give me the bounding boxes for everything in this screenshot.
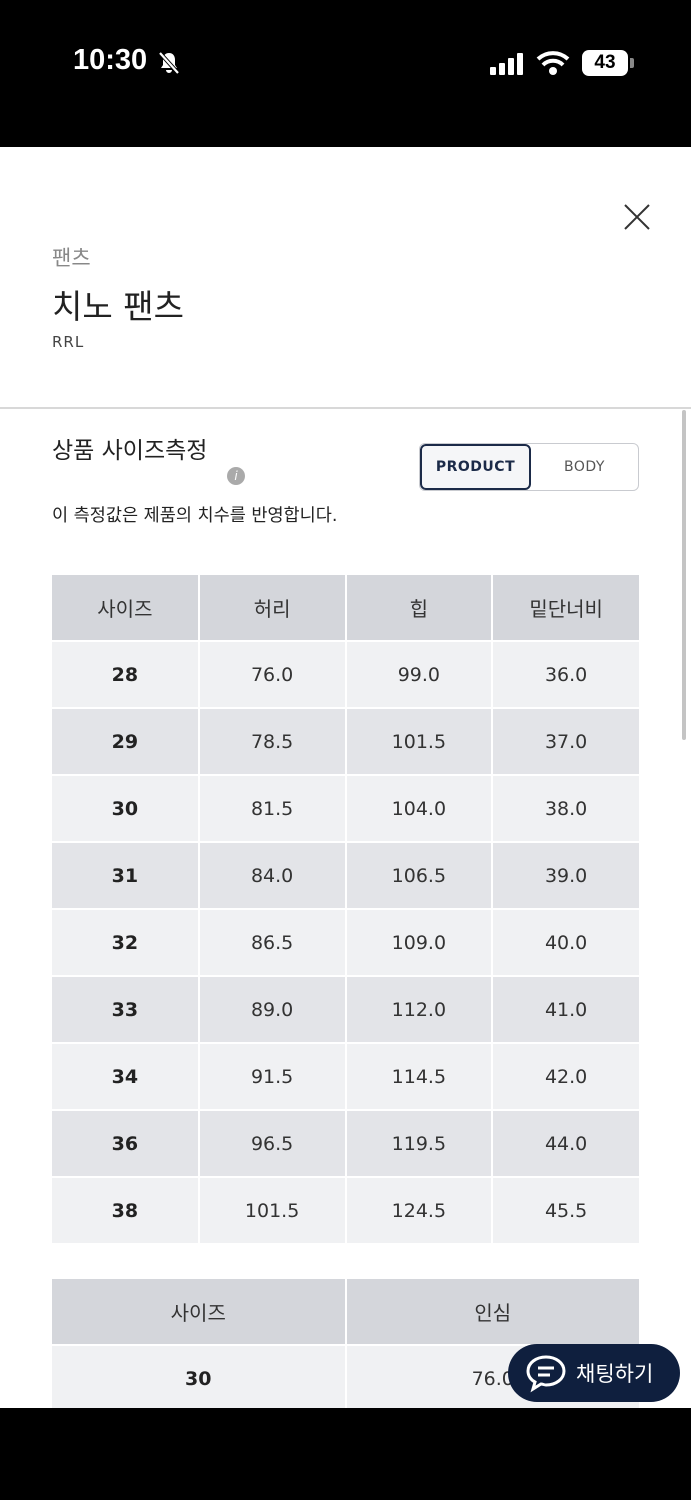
measure-cell: 84.0 (197, 841, 347, 909)
measure-cell: 37.0 (491, 707, 639, 775)
measure-cell: 104.0 (344, 774, 494, 842)
measure-cell: 91.5 (197, 1042, 347, 1110)
table-row: 34 91.5 114.5 42.0 (52, 1042, 639, 1110)
product-name: 치노 팬츠 (52, 287, 184, 326)
size-cell: 38 (52, 1176, 200, 1243)
table-row: 30 81.5 104.0 38.0 (52, 774, 639, 842)
column-header: 사이즈 (52, 1277, 347, 1345)
measure-cell: 96.5 (197, 1109, 347, 1177)
measure-cell: 86.5 (197, 908, 347, 976)
table-row: 28 76.0 99.0 36.0 (52, 640, 639, 708)
mute-icon (158, 51, 180, 75)
measure-cell: 40.0 (491, 908, 639, 976)
column-header: 허리 (197, 573, 347, 641)
brand: RRL (52, 333, 85, 351)
measure-cell: 44.0 (491, 1109, 639, 1177)
toggle-product[interactable]: PRODUCT (420, 444, 531, 490)
measure-cell: 76.0 (197, 640, 347, 708)
column-header: 밑단너비 (491, 573, 639, 641)
measure-cell: 106.5 (344, 841, 494, 909)
table-row: 31 84.0 106.5 39.0 (52, 841, 639, 909)
measure-cell: 81.5 (197, 774, 347, 842)
size-cell: 29 (52, 707, 200, 775)
table-row: 33 89.0 112.0 41.0 (52, 975, 639, 1043)
size-cell: 33 (52, 975, 200, 1043)
bottom-bar (0, 1408, 691, 1500)
chat-label: 채팅하기 (576, 1362, 654, 1386)
size-table: 사이즈 허리 힙 밑단너비 28 76.0 99.0 36.0 29 78.5 101.5 37.0 3… (52, 573, 639, 1243)
close-button[interactable] (622, 202, 652, 232)
chat-button[interactable]: 채팅하기 (508, 1344, 680, 1402)
measure-cell: 89.0 (197, 975, 347, 1043)
column-header: 사이즈 (52, 573, 200, 641)
measure-cell: 112.0 (344, 975, 494, 1043)
table-row: 32 86.5 109.0 40.0 (52, 908, 639, 976)
measure-cell: 45.5 (491, 1176, 639, 1243)
measure-cell: 36.0 (491, 640, 639, 708)
status-bar: 10:30 43 (0, 0, 691, 147)
header-row: 사이즈 허리 힙 밑단너비 (52, 573, 639, 641)
size-cell: 36 (52, 1109, 200, 1177)
table-row: 36 96.5 119.5 44.0 (52, 1109, 639, 1177)
measure-cell: 119.5 (344, 1109, 494, 1177)
size-cell: 28 (52, 640, 200, 708)
table-row: 29 78.5 101.5 37.0 (52, 707, 639, 775)
header-row: 사이즈 인심 (52, 1277, 639, 1345)
category: 팬츠 (52, 246, 91, 270)
size-cell: 30 (52, 774, 200, 842)
table-row: 38 101.5 124.5 45.5 (52, 1176, 639, 1243)
divider (0, 407, 691, 409)
description: 이 측정값은 제품의 치수를 반영합니다. (52, 506, 338, 526)
toggle-body[interactable]: BODY (564, 459, 605, 475)
info-icon[interactable]: i (227, 467, 245, 485)
measure-cell: 101.5 (197, 1176, 347, 1243)
measure-cell: 42.0 (491, 1042, 639, 1110)
size-cell: 34 (52, 1042, 200, 1110)
size-cell: 31 (52, 841, 200, 909)
column-header: 힙 (344, 573, 494, 641)
size-cell: 32 (52, 908, 200, 976)
section-title: 상품 사이즈측정 (52, 438, 208, 464)
battery-cap (630, 58, 634, 68)
column-header: 인심 (344, 1277, 639, 1345)
chat-icon (526, 1355, 566, 1393)
measure-cell: 41.0 (491, 975, 639, 1043)
unit-toggle: PRODUCT BODY (419, 443, 639, 491)
size-sheet: 팬츠 치노 팬츠 RRL 상품 사이즈측정 i PRODUCT BODY 이 측… (0, 147, 691, 1408)
measure-cell: 39.0 (491, 841, 639, 909)
measure-cell: 114.5 (344, 1042, 494, 1110)
measure-cell: 78.5 (197, 707, 347, 775)
measure-cell: 124.5 (344, 1176, 494, 1243)
wifi-icon (536, 51, 570, 75)
measure-cell: 99.0 (344, 640, 494, 708)
signal-icon (490, 53, 523, 75)
battery: 43 (582, 50, 628, 76)
measure-cell: 38.0 (491, 774, 639, 842)
scrollbar (682, 410, 686, 740)
size-cell: 30 (52, 1344, 347, 1408)
measure-cell: 109.0 (344, 908, 494, 976)
measure-cell: 101.5 (344, 707, 494, 775)
clock: 10:30 (73, 44, 148, 76)
